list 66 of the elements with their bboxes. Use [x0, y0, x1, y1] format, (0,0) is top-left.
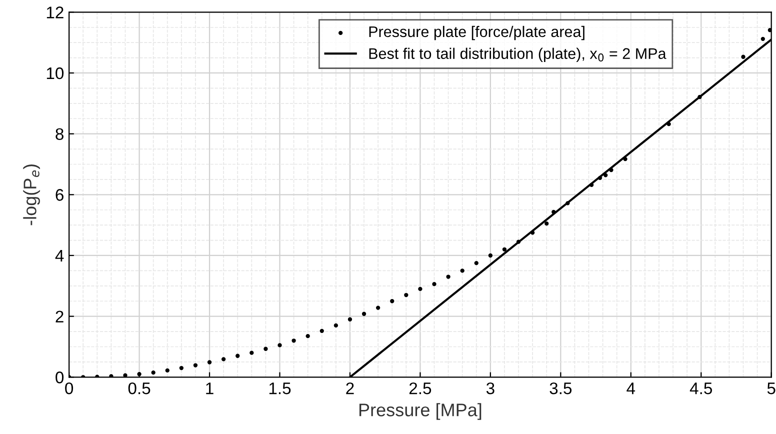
y-axis-title: -log(P$_{e}$) [23, 164, 40, 226]
y-tick-label: 0 [56, 372, 64, 384]
point [488, 253, 493, 258]
point [474, 261, 478, 266]
point [741, 54, 746, 59]
x-tick-label: 2.5 [409, 382, 432, 394]
point [236, 354, 240, 358]
y-tick-label: 10 [46, 67, 64, 80]
point [109, 374, 114, 378]
point [666, 122, 671, 126]
x-tick-label: 5 [767, 382, 776, 394]
point [516, 240, 521, 244]
x-tick-label: 0 [65, 382, 74, 394]
point [446, 274, 450, 279]
x-tick-label: 0.5 [128, 382, 150, 394]
point [390, 299, 394, 304]
x-axis-title: Pressure [MPa] [359, 403, 482, 420]
x-tick-label: 4 [626, 382, 636, 394]
x-tick-label: 3.5 [550, 382, 572, 394]
y-tick-label: 6 [56, 189, 64, 201]
x-tick-label: 3 [486, 382, 494, 394]
point [348, 317, 352, 322]
y-tick-label: 12 [46, 6, 64, 18]
x-tick-label: 4.5 [690, 382, 712, 394]
legend-label: Best fit to tail distribution (plate), x$_{0}$ = 2 MPa [369, 48, 666, 62]
point [768, 28, 772, 32]
x-tick-label: 1.5 [269, 382, 291, 394]
y-tick-label: 4 [55, 250, 64, 262]
point [278, 343, 282, 348]
point [250, 350, 254, 355]
point [193, 363, 198, 368]
point [552, 210, 556, 214]
point [698, 94, 702, 100]
point [544, 221, 549, 226]
point [589, 182, 594, 187]
point [165, 368, 170, 373]
point [306, 334, 310, 338]
point [460, 268, 464, 273]
point [760, 36, 765, 41]
point [179, 366, 184, 370]
point [376, 306, 380, 310]
point [623, 156, 628, 162]
point [292, 338, 296, 343]
point [362, 312, 366, 316]
point [609, 168, 614, 172]
legend-label: Pressure plate [force/plate area] [369, 26, 584, 40]
point [598, 176, 602, 180]
point [95, 374, 100, 378]
point [207, 360, 212, 364]
point [502, 247, 507, 252]
point [320, 328, 324, 333]
y-tick-label: 8 [56, 128, 64, 140]
y-tick-label: 2 [56, 310, 64, 322]
point [151, 370, 156, 375]
point [221, 357, 226, 362]
point [418, 286, 422, 292]
point [530, 230, 535, 235]
point [604, 173, 608, 178]
point [404, 292, 408, 298]
x-tick-label: 1 [206, 382, 214, 394]
x-tick-label: 2 [346, 382, 354, 394]
point [264, 346, 268, 351]
point [123, 373, 128, 378]
point [334, 323, 338, 328]
point [432, 282, 436, 286]
point [566, 201, 570, 206]
